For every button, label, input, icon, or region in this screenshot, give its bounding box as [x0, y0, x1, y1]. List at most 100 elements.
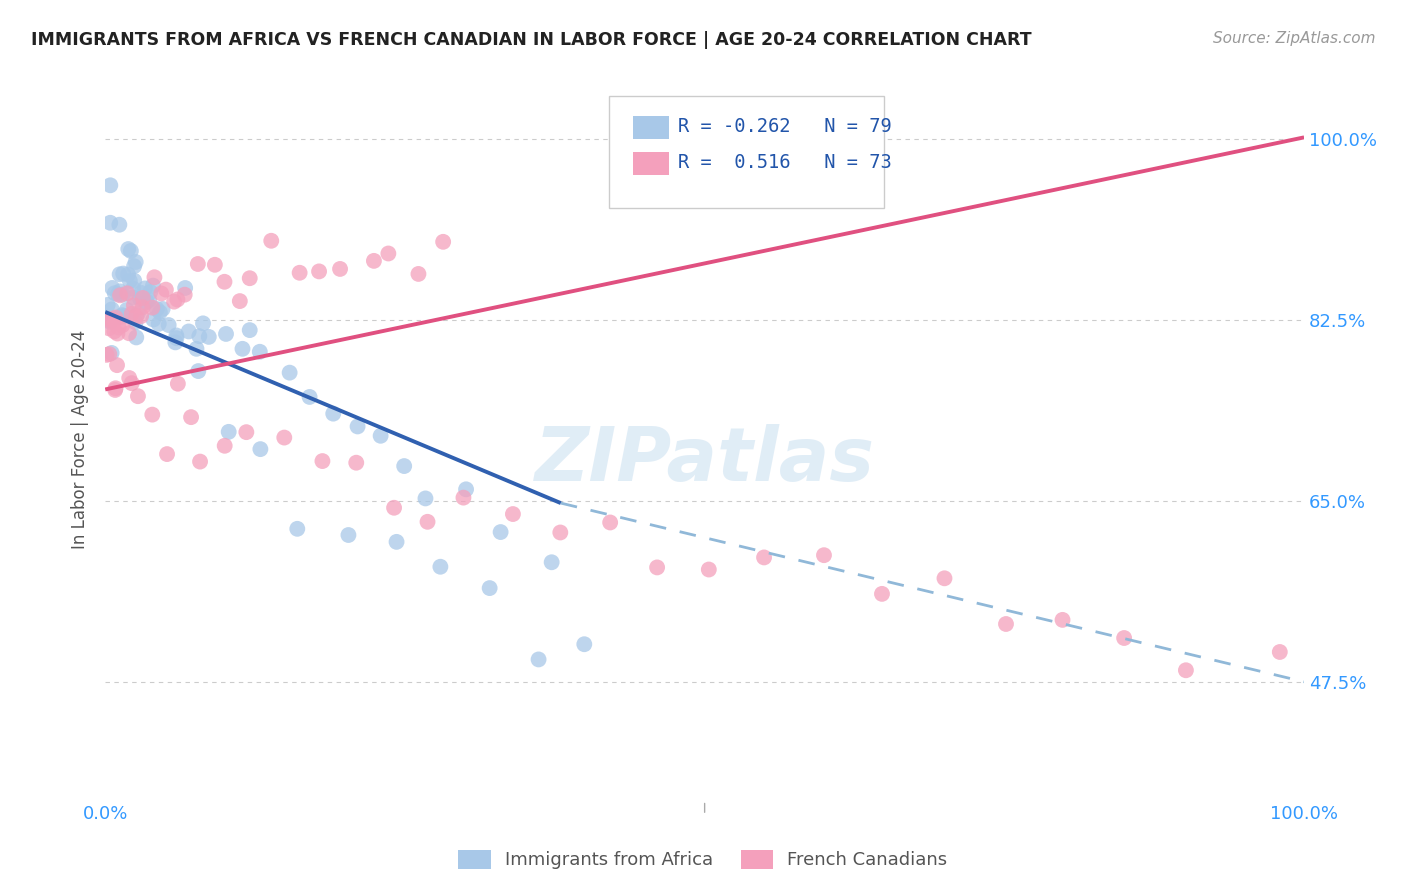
Legend: Immigrants from Africa, French Canadians: Immigrants from Africa, French Canadians — [450, 841, 956, 879]
Point — [125, 330, 148, 344]
Point — [188, 329, 211, 343]
Point — [540, 555, 562, 569]
Point — [408, 267, 430, 281]
Point — [131, 285, 153, 300]
Point — [122, 259, 145, 273]
Point — [502, 507, 524, 521]
Point — [108, 288, 131, 302]
Point — [288, 266, 311, 280]
Point — [98, 178, 121, 193]
Point — [142, 278, 165, 293]
Point — [108, 268, 131, 282]
Point — [143, 270, 166, 285]
Text: R =  0.516   N = 73: R = 0.516 N = 73 — [678, 153, 891, 172]
Text: IMMIGRANTS FROM AFRICA VS FRENCH CANADIAN IN LABOR FORCE | AGE 20-24 CORRELATION: IMMIGRANTS FROM AFRICA VS FRENCH CANADIA… — [31, 31, 1032, 49]
Point — [120, 244, 142, 258]
Point — [111, 308, 134, 322]
Point — [174, 281, 197, 295]
Point — [165, 328, 187, 343]
Point — [370, 429, 392, 443]
Point — [155, 283, 177, 297]
Point — [115, 303, 138, 318]
Point — [104, 313, 127, 327]
Point — [98, 313, 121, 327]
Point — [550, 525, 572, 540]
Point — [298, 390, 321, 404]
Point — [934, 571, 956, 585]
Point — [165, 331, 187, 345]
Text: Source: ZipAtlas.com: Source: ZipAtlas.com — [1212, 31, 1375, 46]
Point — [337, 528, 360, 542]
Point — [98, 216, 121, 230]
Point — [96, 348, 118, 362]
Point — [117, 242, 139, 256]
Point — [311, 454, 333, 468]
Point — [382, 500, 405, 515]
Point — [122, 290, 145, 304]
Point — [239, 271, 262, 285]
Point — [166, 293, 188, 307]
Point — [214, 275, 236, 289]
Point — [527, 652, 550, 666]
Point — [100, 312, 122, 326]
Point — [235, 425, 257, 439]
Point — [138, 293, 160, 307]
Point — [125, 310, 148, 324]
Point — [329, 262, 352, 277]
Point — [100, 346, 122, 360]
Point — [107, 287, 129, 301]
Point — [163, 294, 186, 309]
Point — [149, 305, 172, 319]
Point — [105, 358, 128, 372]
Point — [870, 587, 893, 601]
Point — [416, 515, 439, 529]
Point — [110, 310, 132, 324]
Point — [377, 246, 399, 260]
Point — [134, 281, 156, 295]
Point — [157, 318, 180, 332]
Point — [122, 274, 145, 288]
Point — [124, 315, 146, 329]
Point — [129, 292, 152, 306]
Point — [117, 268, 139, 282]
Point — [150, 286, 173, 301]
Point — [121, 307, 143, 321]
Point — [97, 321, 120, 335]
Point — [278, 366, 301, 380]
Point — [107, 326, 129, 341]
Text: R = -0.262   N = 79: R = -0.262 N = 79 — [678, 117, 891, 136]
Point — [229, 294, 252, 309]
Point — [141, 301, 163, 315]
Point — [346, 419, 368, 434]
Point — [186, 342, 208, 356]
Point — [104, 286, 127, 301]
Point — [697, 562, 720, 576]
Point — [98, 347, 121, 361]
Point — [108, 285, 131, 299]
Point — [187, 364, 209, 378]
Point — [385, 534, 408, 549]
Point — [453, 491, 475, 505]
Point — [599, 516, 621, 530]
Point — [188, 454, 211, 468]
Point — [148, 317, 170, 331]
Bar — [633, 152, 669, 175]
Point — [249, 344, 271, 359]
Point — [118, 371, 141, 385]
Point — [1268, 645, 1291, 659]
Point — [101, 281, 124, 295]
Point — [1052, 613, 1074, 627]
Point — [187, 257, 209, 271]
Point — [112, 267, 135, 281]
Point — [139, 285, 162, 299]
Point — [129, 309, 152, 323]
Point — [122, 282, 145, 296]
Point — [191, 317, 214, 331]
Point — [118, 274, 141, 288]
Point — [197, 330, 219, 344]
Point — [104, 310, 127, 325]
Point — [177, 325, 200, 339]
Point — [429, 559, 451, 574]
Point — [117, 286, 139, 301]
Point — [101, 302, 124, 317]
